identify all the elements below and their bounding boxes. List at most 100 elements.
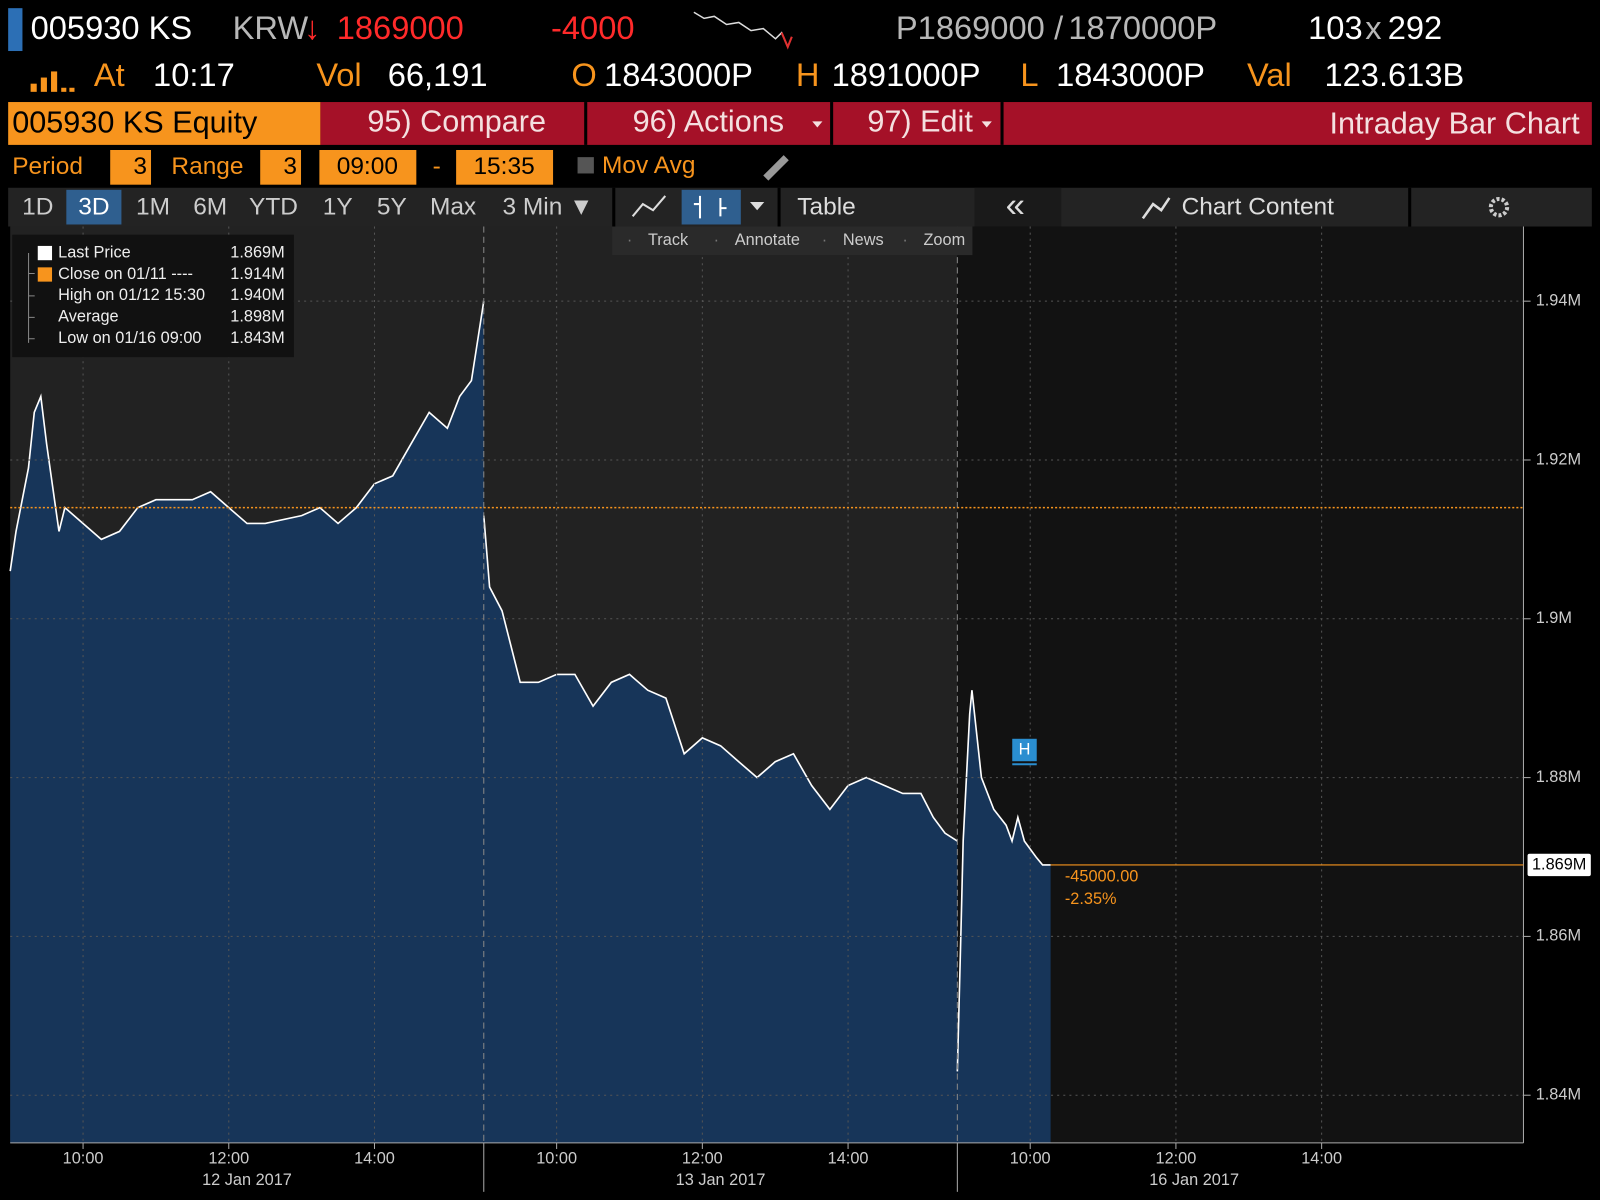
- tab[interactable]: 5Y: [377, 194, 407, 221]
- legend-value: 1.898M: [230, 308, 284, 326]
- period[interactable]: 3: [133, 153, 147, 180]
- input-box[interactable]: [319, 150, 417, 185]
- dropdown-arrow[interactable]: [750, 202, 765, 211]
- price-line: [482, 515, 958, 842]
- legend-value: 1.843M: [230, 329, 284, 347]
- input-box[interactable]: [260, 150, 302, 185]
- last-price-label: 1.869M: [1532, 855, 1586, 873]
- chart-content[interactable]: Chart Content: [1182, 194, 1335, 221]
- bar-chart-button[interactable]: [681, 189, 741, 225]
- time-dash: -: [433, 153, 441, 180]
- y-tick-label: 1.84M: [1536, 1086, 1581, 1104]
- legend-value: 1.914M: [230, 265, 284, 283]
- tab[interactable]: 1D: [22, 194, 53, 221]
- x-tick-label: 12:00: [682, 1149, 723, 1167]
- price-area: [957, 690, 1051, 1143]
- tool-icon-dot: ·: [627, 231, 632, 249]
- at-label: At: [94, 56, 125, 93]
- end-time[interactable]: 15:35: [473, 153, 534, 180]
- bid: P1869000: [896, 9, 1045, 46]
- x-tick-label: 12:00: [208, 1149, 249, 1167]
- separator: [777, 187, 781, 227]
- tab[interactable]: 3 Min ▼: [503, 194, 594, 221]
- chart-content-icon: [1141, 197, 1171, 220]
- legend-name: Last Price: [58, 243, 131, 261]
- legend-tree: [28, 253, 35, 343]
- news-marker[interactable]: [1012, 738, 1037, 762]
- tool-bar: [612, 226, 973, 256]
- menu-separators: [584, 102, 1004, 145]
- collapse-button[interactable]: «: [1006, 186, 1025, 224]
- legend-name: Average: [58, 308, 118, 326]
- date-label: 13 Jan 2017: [676, 1171, 766, 1189]
- tool-icon-dot: ·: [822, 231, 827, 249]
- direction: ↓: [304, 9, 320, 46]
- tab[interactable]: 6M: [193, 194, 227, 221]
- tab[interactable]: 1Y: [323, 194, 353, 221]
- start-time[interactable]: 09:00: [337, 153, 398, 180]
- val-label: Val: [1247, 56, 1292, 93]
- x-tick-label: 12:00: [1156, 1149, 1197, 1167]
- tool[interactable]: Annotate: [735, 231, 800, 249]
- menu-item[interactable]: 95) Compare: [367, 105, 546, 139]
- x-tick-label: 14:00: [354, 1149, 395, 1167]
- y-tick-label: 1.94M: [1536, 291, 1581, 309]
- price-area: [10, 301, 484, 1143]
- tool[interactable]: Zoom: [923, 231, 965, 249]
- mov-avg[interactable]: Mov Avg: [602, 152, 695, 179]
- menu-item[interactable]: 97) Edit: [867, 105, 973, 139]
- y-tick-label: 1.88M: [1536, 768, 1581, 786]
- volume-icon: [30, 71, 75, 92]
- tab[interactable]: 3D: [78, 194, 109, 221]
- last-price: 1869000: [337, 9, 464, 46]
- menu-item[interactable]: 96) Actions: [633, 105, 784, 139]
- input-box[interactable]: [110, 150, 152, 185]
- legend-name: Close on 01/11 ----: [58, 265, 193, 283]
- legend-name: Low on 01/16 09:00: [58, 329, 201, 347]
- pencil-icon[interactable]: [763, 155, 789, 181]
- y-tick-label: 1.92M: [1536, 450, 1581, 468]
- tab[interactable]: YTD: [249, 194, 298, 221]
- legend-swatch: [37, 267, 53, 282]
- tab-bar: [8, 187, 1592, 227]
- net-change: -4000: [551, 9, 634, 46]
- change-label: -2.35%: [1065, 890, 1117, 908]
- open: 1843000P: [604, 56, 753, 93]
- bid-ask-sep: /: [1054, 9, 1064, 46]
- last-price-tag: [1527, 853, 1591, 877]
- range[interactable]: 3: [283, 153, 297, 180]
- ask-size: 292: [1388, 9, 1442, 46]
- tab[interactable]: Max: [430, 194, 476, 221]
- time: 10:17: [153, 56, 235, 93]
- open-label: O: [571, 56, 596, 93]
- collapse-box: [974, 187, 1062, 227]
- vol-label: Vol: [316, 56, 361, 93]
- table-button[interactable]: Table: [797, 194, 856, 221]
- y-tick-label: 1.9M: [1536, 609, 1572, 627]
- security[interactable]: 005930 KS Equity: [12, 106, 258, 140]
- x-tick-label: 14:00: [1301, 1149, 1342, 1167]
- ticker: 005930 KS: [31, 9, 193, 46]
- price-line: [956, 690, 1051, 1072]
- currency: KRW: [233, 9, 309, 46]
- plot-background-current: [957, 226, 1524, 1143]
- x-tick-label: 10:00: [536, 1149, 577, 1167]
- legend-value: 1.940M: [230, 286, 284, 304]
- ticker-flag: [8, 8, 23, 52]
- settings-icon[interactable]: [1488, 196, 1510, 218]
- tool[interactable]: Track: [648, 231, 689, 249]
- checkbox[interactable]: [577, 157, 594, 174]
- input-box[interactable]: [456, 150, 554, 185]
- dropdown-arrow: [981, 121, 992, 128]
- security-box: [8, 102, 321, 145]
- price-area: [483, 515, 958, 1143]
- change-label: -45000.00: [1065, 867, 1138, 885]
- range-label: Range: [171, 153, 243, 180]
- line-chart-icon[interactable]: [631, 195, 667, 217]
- tool[interactable]: News: [843, 231, 884, 249]
- tab[interactable]: 1M: [136, 194, 170, 221]
- news-marker-label[interactable]: H: [1019, 740, 1031, 758]
- ask: 1870000P: [1068, 9, 1217, 46]
